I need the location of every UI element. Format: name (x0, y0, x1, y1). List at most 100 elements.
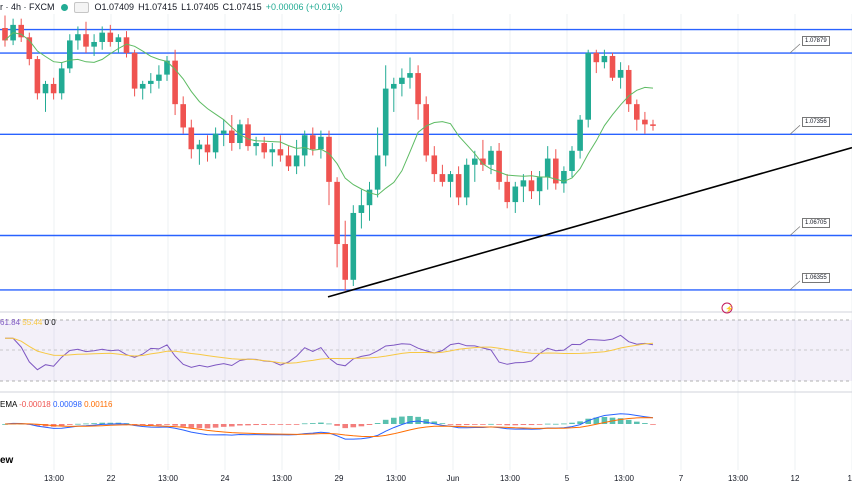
macd-legend: EMA -0.00018 0.00098 0.00116 (0, 400, 112, 409)
candle-body (2, 27, 8, 41)
candle-body (520, 180, 527, 187)
macd-bar (366, 424, 373, 425)
candle-body (156, 74, 162, 81)
macd-bar (391, 417, 397, 424)
macd-bar (220, 424, 227, 427)
label-connector (789, 43, 801, 54)
candle-body (75, 34, 81, 41)
macd-bar (431, 421, 438, 424)
candle-body (67, 40, 73, 69)
macd-bar (188, 424, 195, 428)
macd-bar (139, 424, 146, 426)
macd-bar (561, 423, 567, 425)
candle-body (50, 83, 57, 94)
candle-body (407, 73, 413, 78)
x-tick-label: 5 (564, 474, 570, 483)
macd-bar (261, 424, 267, 425)
macd-bar (172, 424, 178, 426)
candle-body (374, 155, 381, 190)
macd-bar (423, 419, 429, 424)
open-value: O1.07409 (94, 2, 135, 12)
candle-body (245, 124, 251, 147)
close-value: C1.07415 (222, 2, 262, 12)
candle-body (83, 34, 89, 47)
macd-bar (577, 421, 583, 424)
high-value: H1.07415 (138, 2, 178, 12)
candle-body (536, 177, 543, 192)
macd-bar (58, 424, 65, 427)
macd-bar (107, 422, 114, 424)
macd-bar (212, 424, 219, 428)
label-connector (789, 280, 801, 291)
macd-line (4, 413, 654, 440)
level-price-label: 1.06705 (802, 218, 830, 229)
candle-body (18, 24, 24, 38)
level-price-label: 1.07356 (802, 117, 830, 128)
x-tick-label: 14 (847, 474, 852, 483)
candle-body (42, 83, 49, 94)
candle-body (164, 60, 170, 75)
macd-bar (480, 424, 486, 425)
candle-body (229, 130, 235, 144)
chart-settings-icon[interactable] (73, 1, 89, 13)
macd-bar (350, 424, 357, 428)
candle-body (642, 119, 648, 125)
macd-bar (2, 424, 8, 425)
macd-bar (326, 423, 332, 425)
macd-bar (642, 423, 648, 424)
label-connector (789, 226, 801, 236)
rsi-ma-line (5, 337, 654, 364)
x-tick-label: 13:00 (499, 474, 521, 483)
candle-body (553, 158, 559, 184)
macd-bar (415, 416, 421, 424)
x-tick-label: Jun (446, 474, 460, 483)
candle-body (609, 55, 616, 78)
macd-bar (75, 423, 81, 425)
candle-body (285, 155, 292, 167)
macd-bar (148, 424, 154, 426)
macd-bar (277, 424, 284, 425)
x-tick-label: 13:00 (385, 474, 407, 483)
macd-bar (488, 423, 494, 425)
x-tick-label: 22 (106, 474, 116, 483)
macd-bar (237, 424, 243, 426)
candle-body (58, 68, 65, 94)
candle-body (569, 150, 575, 171)
x-tick-label: 29 (334, 474, 344, 483)
macd-hist-value: -0.00018 (19, 400, 51, 409)
change-value: +0.00006 (+0.01%) (265, 2, 343, 12)
macd-bar (439, 423, 446, 425)
candle-body (115, 37, 122, 42)
macd-bar (407, 415, 413, 424)
macd-bar (293, 424, 300, 425)
x-tick-label: 7 (678, 474, 684, 483)
macd-bar (180, 424, 186, 427)
label-connector (789, 125, 801, 135)
candle-body (496, 150, 502, 182)
macd-bar (553, 423, 559, 425)
x-tick-label: 13:00 (43, 474, 65, 483)
candle-body (650, 124, 656, 126)
macd-bar (196, 424, 203, 429)
candle-body (447, 174, 454, 182)
macd-bar (358, 424, 365, 427)
macd-bar (301, 423, 308, 425)
macd-bar (253, 424, 259, 426)
signal-value: 0.00116 (84, 400, 113, 409)
candle-body (399, 77, 405, 84)
candle-body (269, 149, 276, 153)
candle-body (261, 143, 267, 153)
candle-body (625, 69, 632, 105)
macd-bar (650, 424, 656, 425)
symbol-label[interactable]: r · 4h · FXCM (0, 2, 55, 12)
rsi-value: 61.84 (0, 318, 21, 327)
macd-bar (496, 424, 502, 425)
candle-body (431, 155, 438, 175)
macd-bar (625, 419, 632, 424)
candle-body (488, 150, 494, 165)
candle-body (34, 59, 41, 94)
macd-bar (520, 424, 527, 426)
candlestick-series (2, 15, 656, 291)
macd-bar (334, 424, 340, 426)
